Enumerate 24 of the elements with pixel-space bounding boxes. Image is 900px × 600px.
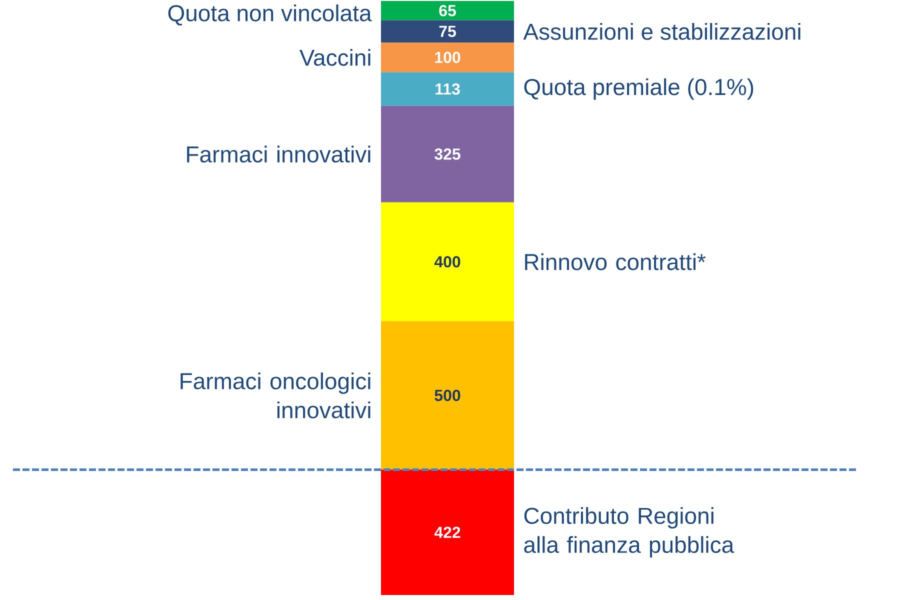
series-label: Rinnovo contratti* — [525, 253, 706, 270]
bar — [381, 42, 514, 72]
data-label: 325 — [434, 148, 460, 160]
data-label: 500 — [434, 390, 460, 402]
data-label: 422 — [434, 526, 460, 538]
bar — [381, 72, 514, 106]
bar — [381, 20, 514, 43]
data-label: 75 — [439, 26, 456, 38]
series-label: Contributo Regioni alla finanza pubblica — [524, 507, 734, 558]
series-label: Farmaci oncologici innovativi — [180, 372, 370, 418]
series-label: Quota non vincolata — [168, 4, 372, 26]
bar — [381, 470, 514, 595]
data-label: 113 — [436, 83, 460, 95]
series-label: Vaccini — [299, 48, 370, 66]
data-label: 100 — [435, 52, 460, 64]
bar — [381, 0, 514, 20]
bar — [381, 202, 514, 322]
series-label: Farmaci innovativi — [187, 146, 370, 163]
series-label: Quota premiale (0.1%) — [524, 78, 754, 100]
bar — [381, 321, 514, 470]
data-label: 400 — [434, 256, 460, 268]
data-label: 65 — [439, 4, 456, 16]
series-label: Assunzioni e stabilizzazioni — [523, 22, 800, 40]
bar — [381, 106, 514, 202]
